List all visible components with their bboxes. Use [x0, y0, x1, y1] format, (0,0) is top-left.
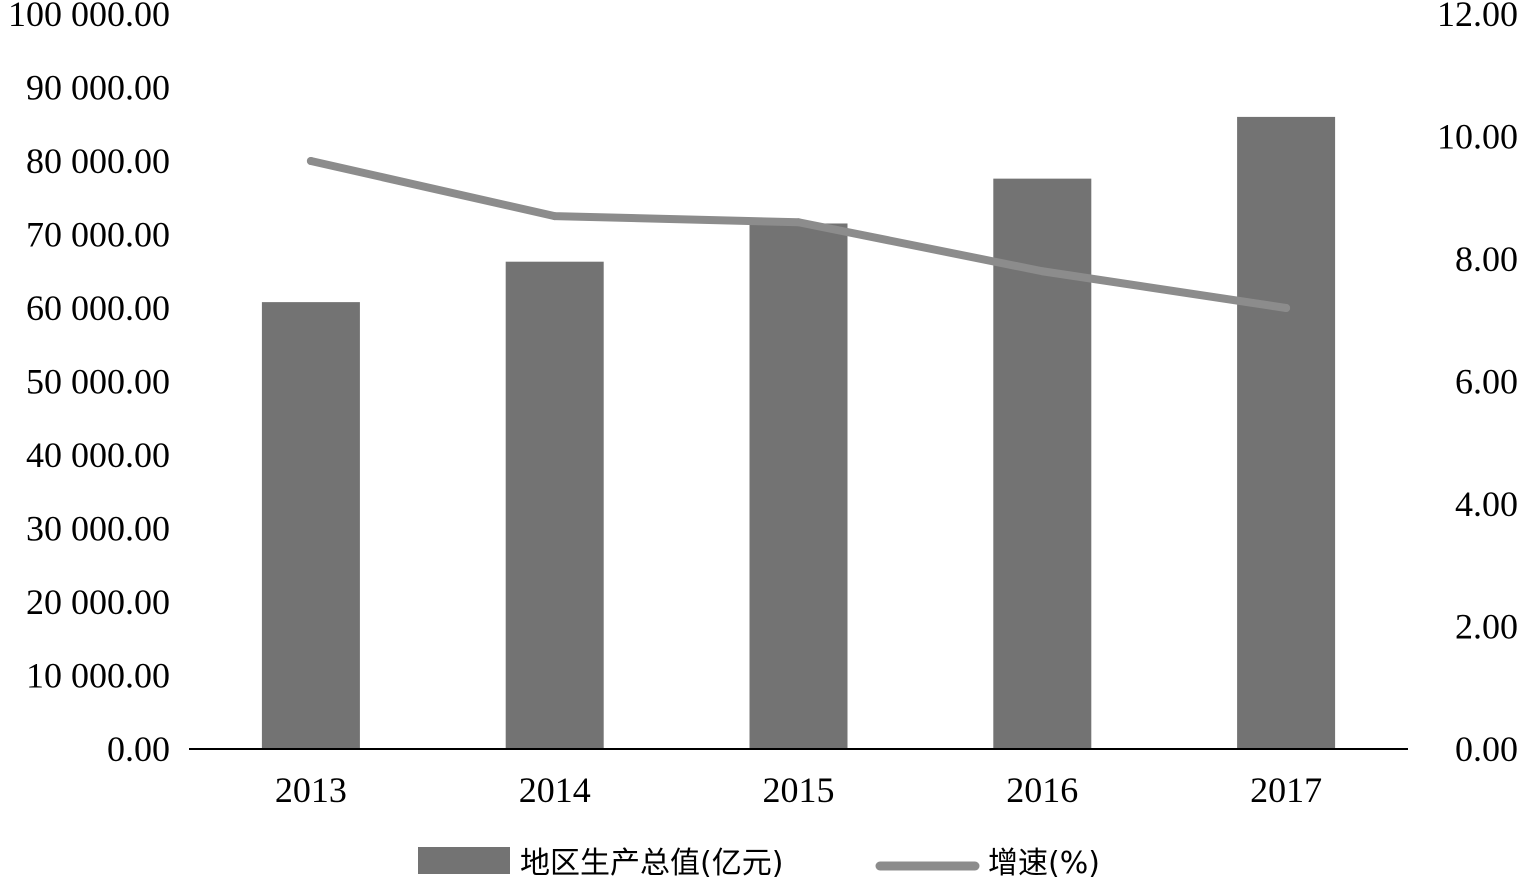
- left-tick-label: 40 000.00: [26, 435, 170, 475]
- right-y-axis: 0.00 2.00 4.00 6.00 8.00 10.00 12.00: [1437, 0, 1518, 769]
- legend-line-label: 增速(%): [988, 846, 1100, 881]
- x-axis: 2013 2014 2015 2016 2017: [275, 770, 1322, 810]
- line-series: [306, 157, 1291, 312]
- left-tick-label: 90 000.00: [26, 68, 170, 108]
- left-tick-label: 70 000.00: [26, 215, 170, 255]
- left-tick-label: 80 000.00: [26, 141, 170, 181]
- bar: [261, 302, 360, 749]
- left-y-axis: 0.00 10 000.00 20 000.00 30 000.00 40 000.00…: [8, 0, 170, 769]
- legend: 地区生产总值(亿元) 增速(%): [418, 846, 1100, 881]
- left-tick-label: 60 000.00: [26, 288, 170, 328]
- x-tick-label: 2013: [275, 770, 347, 810]
- growth-point: [794, 218, 803, 227]
- left-tick-label: 50 000.00: [26, 362, 170, 402]
- x-tick-label: 2016: [1006, 770, 1078, 810]
- bar: [749, 223, 848, 750]
- x-tick-label: 2015: [763, 770, 835, 810]
- growth-point: [1282, 304, 1291, 312]
- bar: [505, 261, 604, 749]
- right-tick-label: 10.00: [1437, 117, 1518, 157]
- right-tick-label: 8.00: [1455, 239, 1518, 279]
- x-tick-label: 2017: [1250, 770, 1322, 810]
- right-tick-label: 2.00: [1455, 607, 1518, 647]
- right-tick-label: 12.00: [1437, 0, 1518, 34]
- growth-point: [306, 157, 315, 165]
- bar-series: [261, 116, 1336, 750]
- right-tick-label: 4.00: [1455, 484, 1518, 524]
- bar: [1237, 116, 1336, 749]
- growth-point: [1038, 267, 1047, 276]
- x-tick-label: 2014: [519, 770, 591, 810]
- legend-bar-label: 地区生产总值(亿元): [520, 846, 783, 881]
- right-tick-label: 6.00: [1455, 362, 1518, 402]
- left-tick-label: 0.00: [107, 729, 170, 769]
- left-tick-label: 30 000.00: [26, 509, 170, 549]
- growth-point: [550, 212, 559, 221]
- left-tick-label: 10 000.00: [26, 656, 170, 696]
- right-tick-label: 0.00: [1455, 729, 1518, 769]
- legend-bar-swatch: [418, 847, 510, 874]
- left-tick-label: 20 000.00: [26, 582, 170, 622]
- left-tick-label: 100 000.00: [8, 0, 170, 34]
